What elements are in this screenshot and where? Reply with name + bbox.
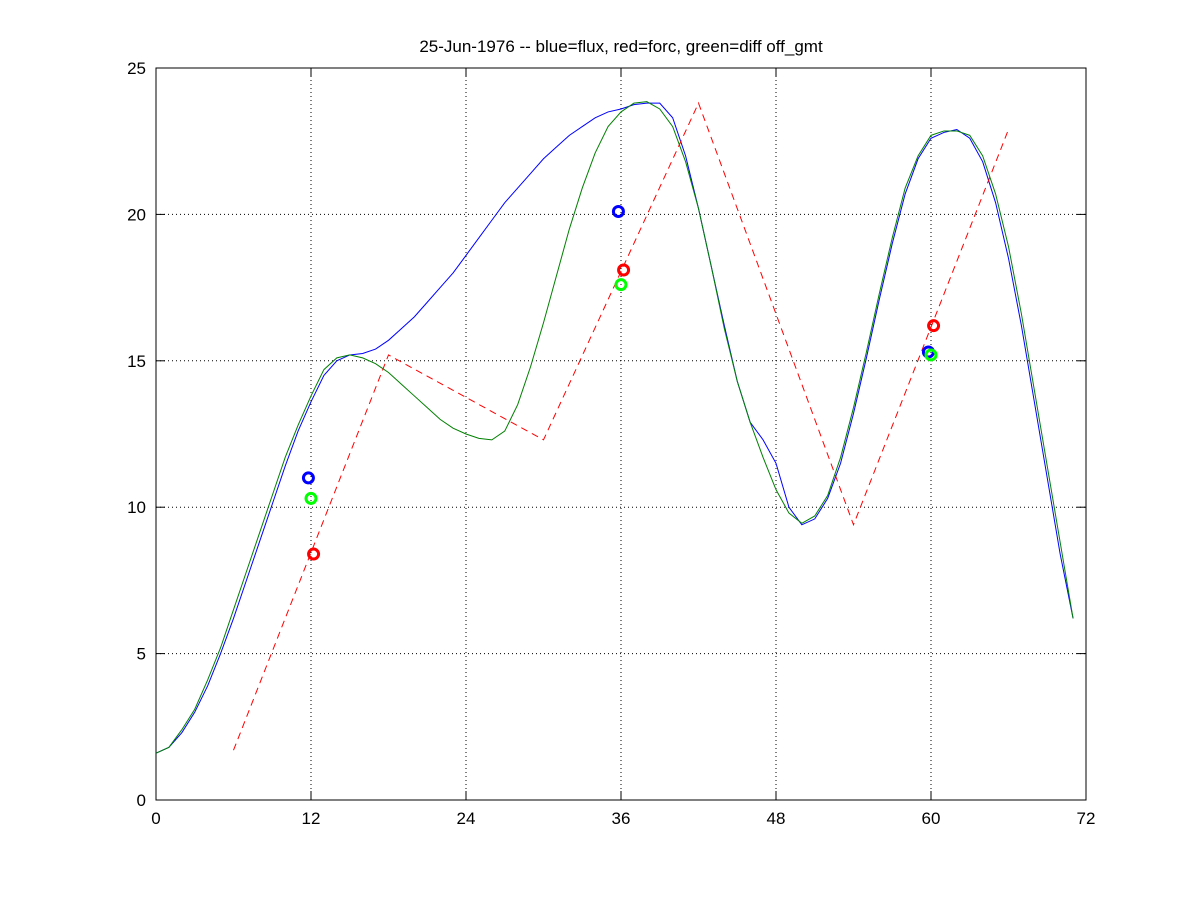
marker — [617, 263, 631, 277]
x-tick-label: 60 — [922, 809, 941, 828]
y-tick-label: 25 — [127, 59, 146, 78]
marker — [611, 204, 625, 218]
x-tick-label: 48 — [767, 809, 786, 828]
line — [233, 101, 1009, 751]
marker — [924, 348, 938, 362]
x-tick-label: 36 — [612, 809, 631, 828]
chart-title: 25-Jun-1976 -- blue=flux, red=forc, gree… — [419, 37, 823, 56]
x-tick-label: 24 — [457, 809, 476, 828]
x-tick-label: 72 — [1077, 809, 1096, 828]
line — [155, 102, 1074, 754]
y-tick-label: 0 — [137, 791, 146, 810]
y-tick-label: 5 — [137, 645, 146, 664]
marker — [301, 471, 315, 485]
marker — [927, 319, 941, 333]
y-tick-label: 10 — [127, 498, 146, 517]
y-tick-label: 20 — [127, 205, 146, 224]
marker — [614, 278, 628, 292]
y-tick-label: 15 — [127, 352, 146, 371]
line — [155, 101, 1074, 754]
x-tick-label: 12 — [302, 809, 321, 828]
plot-frame — [155, 67, 1087, 801]
marker — [307, 547, 321, 561]
marker — [304, 491, 318, 505]
x-tick-label: 0 — [151, 809, 160, 828]
